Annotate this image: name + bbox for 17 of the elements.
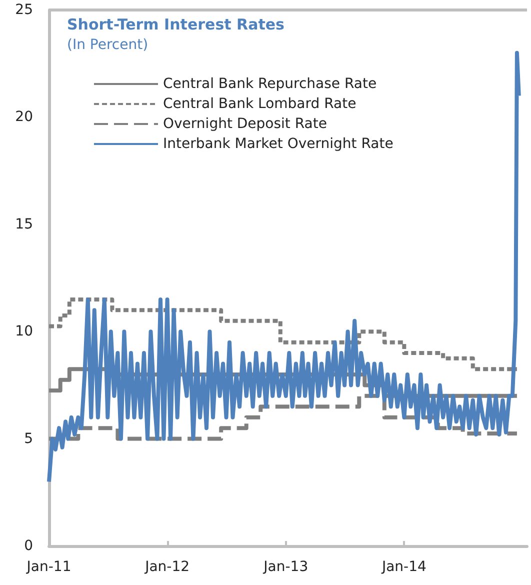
legend-label: Interbank Market Overnight Rate bbox=[163, 136, 394, 152]
legend-label: Central Bank Repurchase Rate bbox=[163, 76, 377, 92]
x-tick-label: Jan-11 bbox=[26, 559, 72, 575]
y-tick-label: 10 bbox=[15, 324, 33, 340]
line-series bbox=[47, 50, 521, 484]
y-tick-label: 20 bbox=[15, 109, 33, 126]
y-tick-label: 25 bbox=[15, 2, 33, 18]
x-tick-label: Jan-13 bbox=[262, 559, 308, 575]
legend-label: Overnight Deposit Rate bbox=[163, 116, 327, 132]
legend-label: Central Bank Lombard Rate bbox=[163, 96, 356, 112]
chart-title: Short-Term Interest Rates bbox=[67, 16, 285, 34]
y-tick-label: 15 bbox=[15, 216, 33, 232]
x-tick-label: Jan-12 bbox=[144, 559, 190, 575]
y-tick-label: 5 bbox=[24, 430, 33, 447]
x-tick-label: Jan-14 bbox=[380, 559, 426, 575]
y-tick-label: 0 bbox=[24, 538, 33, 554]
text: (In Percent) bbox=[67, 37, 148, 53]
